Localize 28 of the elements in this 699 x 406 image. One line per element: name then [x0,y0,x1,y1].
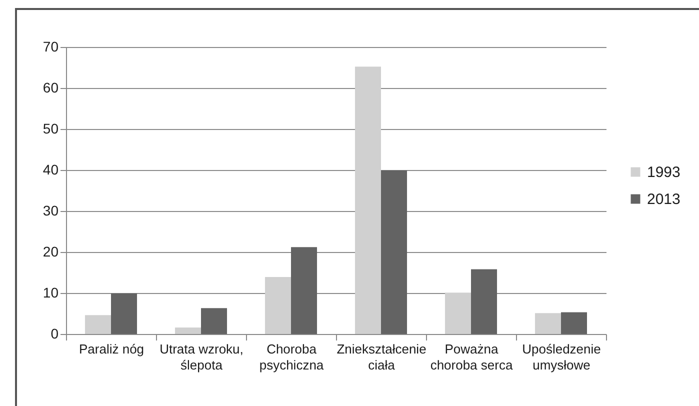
y-tick-label: 50 [42,120,59,136]
x-tick-label: Upośledzenie umysłowe [522,342,601,372]
bar [561,312,588,334]
y-tick-label: 60 [42,80,59,96]
y-tick-label: 40 [42,162,59,178]
y-tick-label: 20 [42,244,59,260]
bar [201,308,228,334]
legend-label: 1993 [647,164,680,181]
bar [291,247,318,334]
bar [534,313,561,334]
y-tick-label: 30 [42,202,59,218]
x-tick-label: Choroba psychiczna [259,342,324,372]
bar [381,170,408,334]
bar [84,315,111,334]
y-tick-label: 10 [42,284,59,300]
bar [471,269,498,334]
x-tick-label: Utrata wzroku, ślepota [160,342,244,372]
bar [354,66,381,334]
x-tick-label: Paraliż nóg [78,342,144,356]
y-tick-label: 0 [50,326,59,342]
bar [444,292,471,334]
y-tick-label: 70 [42,38,59,54]
x-tick-label: Poważna choroba serca [430,342,514,372]
bar [264,277,291,334]
legend-label: 2013 [647,191,680,208]
x-tick-label: Zniekształcenie ciała [336,342,426,372]
bar [174,327,201,334]
bar [111,293,138,334]
